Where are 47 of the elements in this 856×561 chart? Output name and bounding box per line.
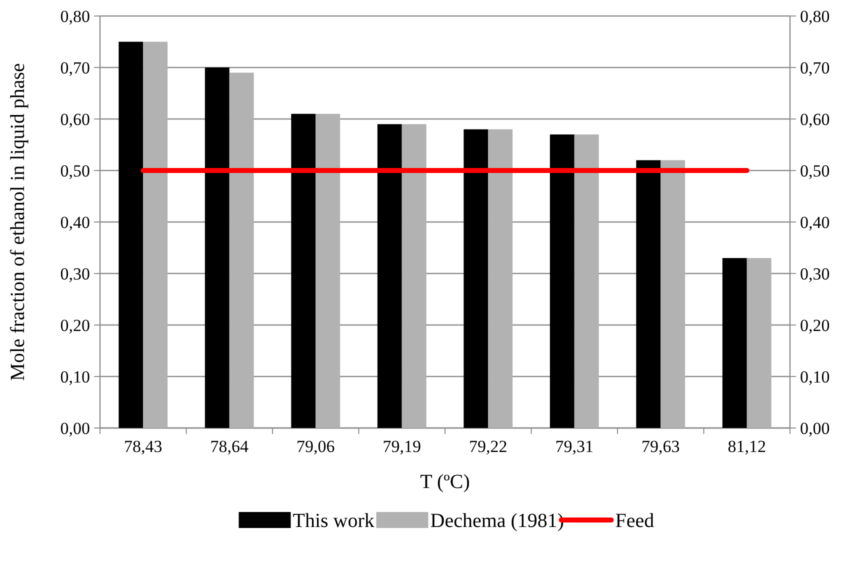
x-tick-label: 78,64 xyxy=(210,437,249,456)
bar xyxy=(377,124,402,428)
bar xyxy=(660,160,686,428)
y-tick-label: 0,50 xyxy=(60,161,90,180)
y2-tick-label: 0,10 xyxy=(800,367,830,386)
x-tick-label: 79,31 xyxy=(555,437,594,456)
y-tick-label: 0,30 xyxy=(60,264,90,284)
x-tick-label: 78,43 xyxy=(124,437,162,456)
bar xyxy=(722,258,747,428)
bar xyxy=(574,134,599,428)
bar xyxy=(204,68,230,428)
y2-tick-label: 0,50 xyxy=(800,161,830,180)
x-tick-label: 79,22 xyxy=(469,437,508,456)
y-tick-label: 0,20 xyxy=(60,316,90,335)
bar xyxy=(464,129,488,428)
bar xyxy=(636,160,661,428)
bar xyxy=(402,124,426,428)
bar xyxy=(118,42,144,428)
bar xyxy=(550,134,574,428)
y2-tick-label: 0,80 xyxy=(800,6,830,26)
y2-tick-label: 0,30 xyxy=(800,264,830,284)
bar xyxy=(488,129,513,428)
y-tick-label: 0,10 xyxy=(60,367,90,386)
y2-tick-label: 0,40 xyxy=(800,212,830,232)
bar xyxy=(291,114,316,428)
bar xyxy=(229,72,254,428)
legend-label: Feed xyxy=(615,510,654,532)
y2-tick-label: 0,60 xyxy=(800,110,830,129)
x-axis-title: T (ºC) xyxy=(420,471,470,493)
y-axis-title: Mole fraction of ethanol in liquid phase xyxy=(7,63,29,381)
y-tick-label: 0,00 xyxy=(60,418,90,438)
y-tick-label: 0,60 xyxy=(60,110,90,129)
y-tick-label: 0,80 xyxy=(60,6,90,26)
bar xyxy=(316,114,340,428)
legend-label: This work xyxy=(292,510,374,532)
y2-tick-label: 0,00 xyxy=(800,418,830,438)
y2-tick-label: 0,20 xyxy=(800,316,830,335)
bar xyxy=(143,42,168,428)
x-tick-label: 81,12 xyxy=(728,437,766,456)
x-tick-label: 79,06 xyxy=(296,437,335,456)
bar xyxy=(746,258,772,428)
x-tick-label: 79,19 xyxy=(382,437,421,456)
y-tick-label: 0,70 xyxy=(60,58,90,78)
legend-label: Dechema (1981) xyxy=(430,510,564,532)
y2-tick-label: 0,70 xyxy=(800,58,830,78)
x-tick-label: 79,63 xyxy=(642,437,680,456)
y-tick-label: 0,40 xyxy=(60,212,90,232)
